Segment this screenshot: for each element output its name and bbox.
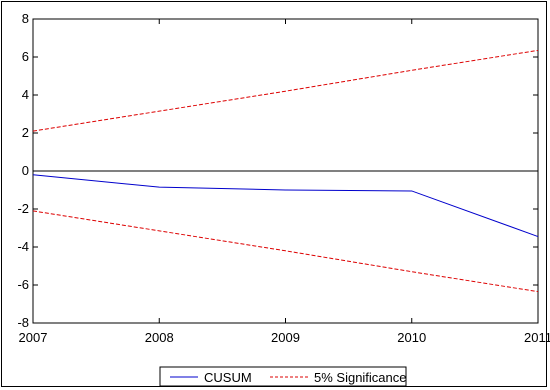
x-axis: 2007 2008 2009 2010 2011: [19, 19, 550, 345]
y-tick-label: 0: [22, 163, 29, 178]
x-tick-label: 2011: [524, 330, 550, 345]
x-tick-label: 2007: [19, 330, 48, 345]
y-tick-label: 6: [22, 49, 29, 64]
y-tick-label: -6: [17, 277, 29, 292]
legend: CUSUM 5% Significance: [159, 366, 407, 387]
y-tick-label: 4: [22, 87, 29, 102]
x-tick-label: 2008: [145, 330, 174, 345]
legend-cusum-label: CUSUM: [204, 370, 252, 385]
y-tick-label: 8: [22, 11, 29, 26]
y-axis: -8 -6 -4 -2 0 2 4 6 8: [17, 11, 538, 330]
upper-significance-line: [32, 49, 539, 132]
x-tick-label: 2010: [397, 330, 426, 345]
y-tick-label: -8: [17, 315, 29, 330]
y-tick-label: -4: [17, 239, 29, 254]
cusum-line: [32, 174, 539, 238]
legend-significance-label: 5% Significance: [314, 370, 407, 385]
y-tick-label: 2: [22, 125, 29, 140]
series-group: [32, 49, 539, 293]
y-tick-label: -2: [17, 201, 29, 216]
lower-significance-line: [32, 210, 539, 293]
x-tick-label: 2009: [271, 330, 300, 345]
